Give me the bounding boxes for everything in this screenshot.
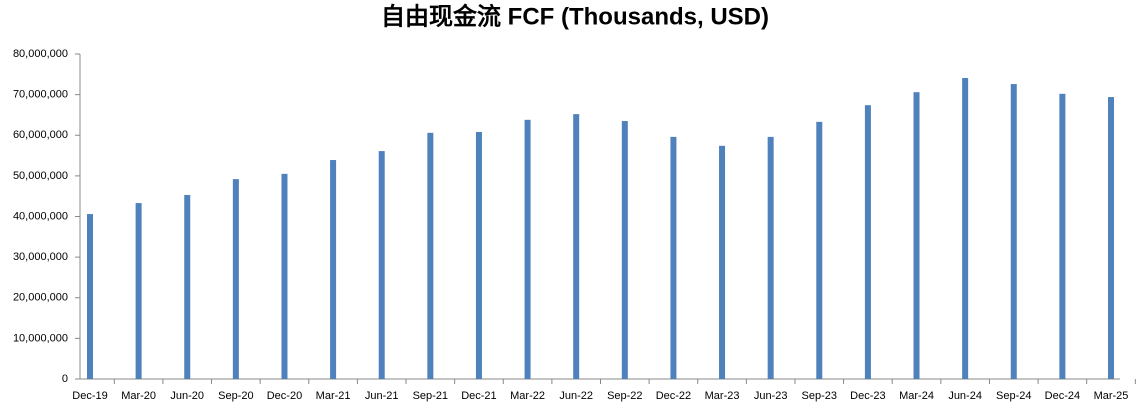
x-tick-label: Mar-23 — [705, 390, 740, 402]
bar — [864, 105, 871, 379]
x-tick-label: Sep-24 — [996, 390, 1031, 402]
y-tick-label: 10,000,000 — [13, 332, 68, 344]
x-tick-label: Jun-20 — [170, 390, 204, 402]
x-tick-label: Dec-23 — [850, 390, 885, 402]
chart-title: 自由现金流 FCF (Thousands, USD) — [381, 2, 769, 30]
bar — [427, 132, 434, 379]
bar — [378, 151, 385, 379]
x-tick-label: Mar-21 — [316, 390, 351, 402]
x-tick-label: Mar-24 — [899, 390, 934, 402]
bar — [1108, 97, 1114, 379]
y-tick-label: 60,000,000 — [13, 129, 68, 141]
x-tick-label: Mar-22 — [510, 390, 545, 402]
bar — [1010, 84, 1017, 379]
x-tick-label: Jun-23 — [754, 390, 788, 402]
bar — [524, 119, 531, 379]
y-tick-label: 70,000,000 — [13, 89, 68, 101]
x-tick-label: Dec-22 — [656, 390, 691, 402]
x-tick-label: Dec-19 — [72, 390, 107, 402]
x-tick-label: Mar-25 — [1094, 390, 1129, 402]
bar — [621, 121, 628, 379]
bar — [184, 194, 191, 379]
bar — [330, 160, 337, 379]
y-tick-label: 30,000,000 — [13, 251, 68, 263]
x-tick-label: Sep-23 — [802, 390, 837, 402]
bar — [719, 145, 726, 379]
bar — [767, 136, 774, 379]
bar — [281, 173, 288, 379]
x-tick-label: Jun-22 — [559, 390, 593, 402]
x-tick-label: Dec-24 — [1045, 390, 1080, 402]
bar — [670, 136, 677, 379]
y-tick-label: 80,000,000 — [13, 48, 68, 60]
bar — [135, 203, 142, 379]
x-tick-label: Sep-22 — [607, 390, 642, 402]
bar — [962, 77, 969, 379]
y-tick-label: 0 — [62, 373, 68, 385]
x-tick-label: Jun-24 — [948, 390, 982, 402]
x-tick-label: Sep-20 — [218, 390, 253, 402]
bar — [1059, 93, 1066, 379]
y-tick-label: 50,000,000 — [13, 170, 68, 182]
y-tick-label: 40,000,000 — [13, 210, 68, 222]
x-tick-label: Dec-20 — [267, 390, 302, 402]
bar — [816, 121, 823, 379]
x-tick-label: Dec-21 — [461, 390, 496, 402]
bar — [232, 179, 239, 379]
x-tick-label: Jun-21 — [365, 390, 399, 402]
bar — [475, 132, 482, 379]
bar — [573, 114, 580, 379]
bar — [87, 214, 93, 379]
bar — [913, 92, 920, 379]
y-tick-label: 20,000,000 — [13, 292, 68, 304]
x-tick-label: Mar-20 — [121, 390, 156, 402]
x-tick-label: Sep-21 — [413, 390, 448, 402]
